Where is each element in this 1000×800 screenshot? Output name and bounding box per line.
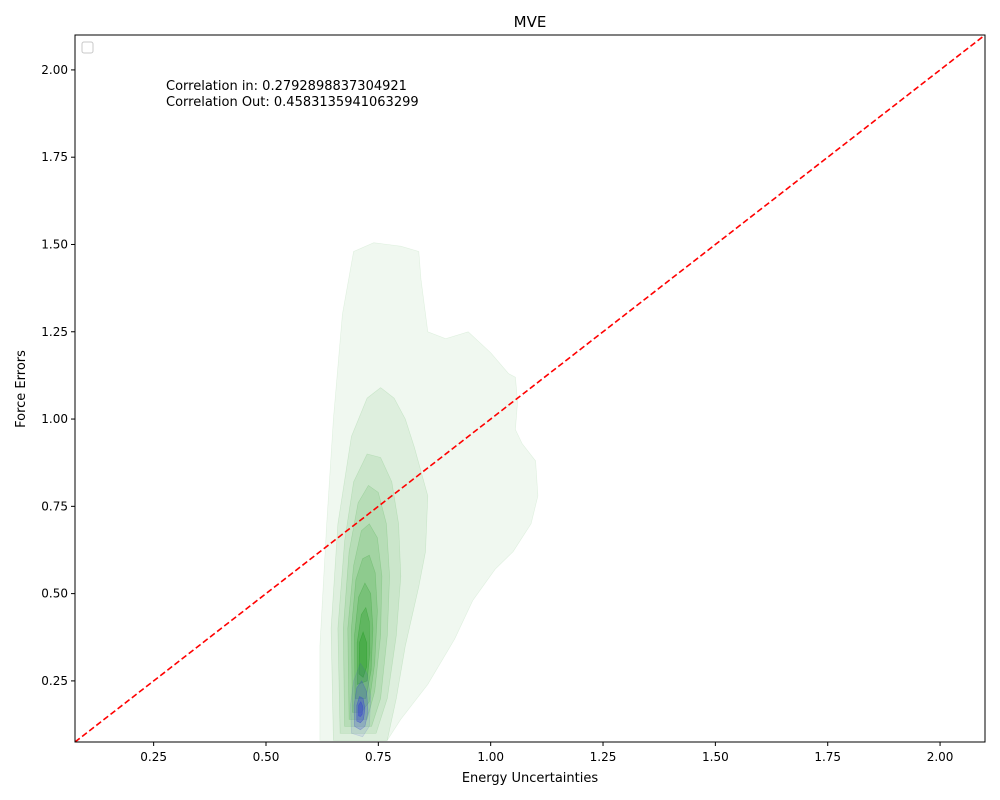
density-contour-series-0-level-1 bbox=[330, 387, 429, 741]
y-tick-label: 1.25 bbox=[41, 325, 68, 339]
y-tick-label: 0.50 bbox=[41, 587, 68, 601]
y-axis-label: Force Errors bbox=[14, 350, 29, 428]
plot-frame bbox=[74, 34, 986, 743]
x-tick-label: 1.25 bbox=[590, 750, 617, 764]
x-tick-label: 0.25 bbox=[140, 750, 167, 764]
x-tick-label: 1.75 bbox=[814, 750, 841, 764]
x-tick-label: 2.00 bbox=[927, 750, 954, 764]
density-contour-series-1-level-3 bbox=[358, 701, 363, 717]
chart-title: MVE bbox=[514, 13, 547, 31]
y-tick-label: 0.25 bbox=[41, 674, 68, 688]
empty-legend-box bbox=[81, 41, 94, 54]
correlation-out-annotation: Correlation Out: 0.4583135941063299 bbox=[166, 95, 419, 110]
density-contour-series-0-level-0 bbox=[319, 242, 539, 741]
y-tick-label: 2.00 bbox=[41, 63, 68, 77]
density-contour-series-0-level-8 bbox=[358, 631, 367, 678]
y-tick-label: 1.75 bbox=[41, 150, 68, 164]
x-axis-label: Energy Uncertainties bbox=[462, 771, 599, 786]
y-tick-label: 1.00 bbox=[41, 412, 68, 426]
density-contour-series-0-level-3 bbox=[342, 484, 390, 727]
x-tick-label: 1.50 bbox=[702, 750, 729, 764]
x-tick-label: 1.00 bbox=[477, 750, 504, 764]
reference-diagonal-line bbox=[75, 35, 985, 742]
y-tick-label: 1.50 bbox=[41, 237, 68, 251]
density-contour-series-0-level-5 bbox=[351, 554, 378, 713]
x-tick-label: 0.75 bbox=[365, 750, 392, 764]
density-contour-series-0-level-2 bbox=[337, 453, 402, 734]
x-axis-ticks: 0.25 0.50 0.75 1.00 1.25 1.50 1.75 2.00 bbox=[140, 742, 953, 764]
density-contour-series-1-level-0 bbox=[350, 662, 372, 738]
x-tick-label: 0.50 bbox=[253, 750, 280, 764]
correlation-in-annotation: Correlation in: 0.2792898837304921 bbox=[166, 79, 407, 94]
density-contour-series-0-level-4 bbox=[347, 523, 383, 720]
density-contours bbox=[319, 242, 539, 741]
y-tick-label: 0.75 bbox=[41, 499, 68, 513]
y-axis-ticks: 0.25 0.50 0.75 1.00 1.25 1.50 1.75 2.00 bbox=[41, 63, 75, 688]
